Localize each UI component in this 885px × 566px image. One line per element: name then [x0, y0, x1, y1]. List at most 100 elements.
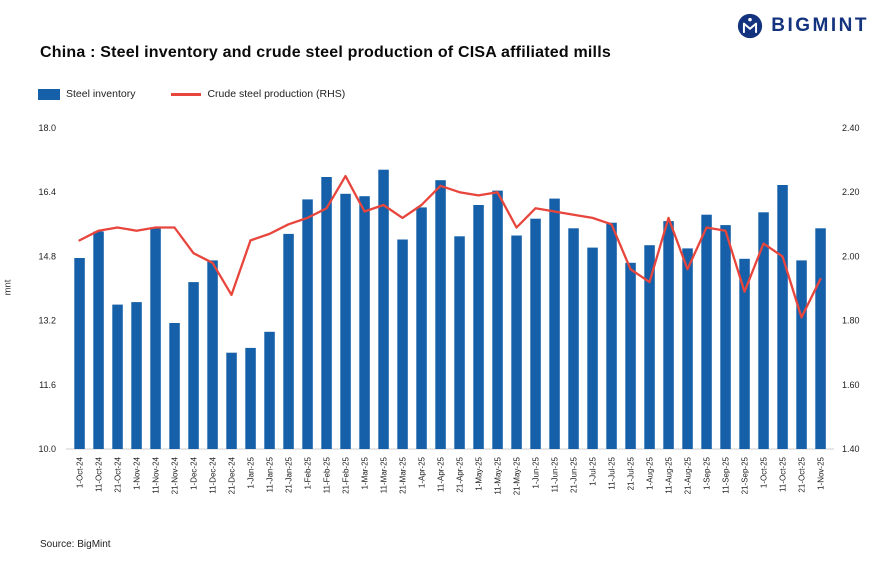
y-axis-right-tick: 2.20 — [842, 187, 860, 197]
steel-inventory-bar — [568, 228, 579, 449]
x-axis-tick: 21-Dec-24 — [228, 456, 237, 494]
steel-inventory-bar — [682, 248, 693, 449]
steel-inventory-bar — [169, 323, 180, 449]
x-axis-tick: 21-Jun-25 — [570, 456, 579, 493]
x-axis-tick: 1-Nov-24 — [133, 456, 142, 489]
x-axis-tick: 11-May-25 — [494, 456, 503, 494]
line-swatch-icon — [171, 92, 202, 96]
steel-inventory-bar — [587, 247, 598, 449]
x-axis-tick: 1-Jul-25 — [589, 456, 598, 485]
steel-inventory-bar — [378, 169, 389, 449]
brand-logo: BIGMINT — [736, 12, 869, 40]
x-axis-tick: 1-Mar-25 — [361, 456, 370, 489]
steel-inventory-bar — [758, 212, 769, 449]
steel-inventory-bar — [302, 199, 313, 449]
y-axis-right-tick: 1.80 — [842, 316, 860, 326]
x-axis-tick: 21-May-25 — [513, 456, 522, 495]
steel-inventory-bar — [359, 196, 370, 449]
x-axis-tick: 21-Aug-25 — [684, 456, 693, 494]
steel-inventory-bar — [701, 214, 712, 449]
x-axis-tick: 1-Jan-25 — [247, 456, 256, 488]
x-axis-tick: 21-Oct-25 — [798, 456, 807, 492]
x-axis-tick: 11-Oct-24 — [95, 456, 104, 492]
steel-inventory-bar — [435, 180, 446, 449]
legend-bar-label: Steel inventory — [66, 88, 136, 100]
steel-inventory-bar — [606, 222, 617, 449]
steel-inventory-bar — [226, 352, 237, 449]
x-axis-tick: 21-Jan-25 — [285, 456, 294, 493]
x-axis-tick: 21-Mar-25 — [399, 456, 408, 493]
steel-inventory-bar — [264, 331, 275, 449]
steel-inventory-bar — [815, 228, 826, 449]
steel-inventory-bar — [530, 218, 541, 449]
y-axis-left-tick: 10.0 — [38, 444, 56, 454]
brand-logo-icon — [738, 13, 763, 39]
y-axis-right-tick: 2.40 — [842, 123, 860, 133]
x-axis-tick: 11-Nov-24 — [152, 456, 161, 493]
chart-canvas: 10.0 11.6 13.2 14.8 16.4 18.0 1.40 1.60 1.80 2.00… — [38, 123, 860, 495]
legend-line-label: Crude steel production (RHS) — [207, 88, 346, 100]
x-axis-tick: 1-Oct-24 — [76, 456, 85, 488]
x-axis-tick: 1-May-25 — [475, 456, 484, 490]
x-axis-tick: 1-Sep-25 — [703, 456, 712, 489]
y-axis-right-tick: 1.60 — [842, 380, 860, 390]
x-axis-tick: 1-Feb-25 — [304, 456, 313, 489]
steel-inventory-bar — [720, 225, 731, 449]
x-axis-tick: 1-Nov-25 — [817, 456, 826, 489]
x-axis-tick: 1-Apr-25 — [418, 456, 427, 488]
steel-inventory-bar — [777, 185, 788, 449]
x-axis-tick: 21-Oct-24 — [114, 456, 123, 492]
x-axis-tick: 21-Jul-25 — [627, 456, 636, 490]
steel-inventory-bar — [112, 304, 123, 449]
y-axis-left-tick: 13.2 — [38, 316, 56, 326]
x-axis-tick: 1-Aug-25 — [646, 456, 655, 489]
steel-inventory-bar — [492, 190, 503, 449]
steel-inventory-bar — [454, 236, 465, 449]
source-note: Source: BigMint — [40, 539, 111, 550]
steel-inventory-bar — [245, 347, 256, 449]
x-axis-tick: 21-Feb-25 — [342, 456, 351, 493]
y-axis-left-tick: 14.8 — [38, 251, 56, 261]
x-axis-tick: 21-Nov-24 — [171, 456, 180, 494]
x-axis-tick: 11-Feb-25 — [323, 456, 332, 493]
steel-inventory-bar — [397, 239, 408, 449]
x-axis-tick: 11-Dec-24 — [209, 456, 218, 493]
steel-inventory-bar — [283, 233, 294, 449]
x-axis-tick: 11-Apr-25 — [437, 456, 446, 492]
x-axis-tick: 11-Jun-25 — [551, 456, 560, 492]
steel-inventory-bar — [473, 205, 484, 449]
x-axis-tick: 11-Sep-25 — [722, 456, 731, 493]
x-axis-tick: 21-Apr-25 — [456, 456, 465, 492]
steel-inventory-bar — [340, 193, 351, 449]
steel-inventory-bar — [625, 262, 636, 449]
x-axis-tick: 21-Sep-25 — [741, 456, 750, 494]
x-axis-tick: 11-Jul-25 — [608, 456, 617, 489]
x-axis-tick: 11-Mar-25 — [380, 456, 389, 493]
bar-swatch-icon — [38, 88, 60, 100]
x-axis-tick: 1-Jun-25 — [532, 456, 541, 488]
crude-production-line — [78, 174, 822, 319]
steel-inventory-bar — [416, 207, 427, 449]
steel-inventory-bar — [739, 258, 750, 449]
brand-logo-text: BIGMINT — [771, 15, 869, 36]
steel-inventory-bar — [796, 260, 807, 449]
steel-inventory-bar — [188, 282, 199, 449]
steel-inventory-bar — [549, 198, 560, 449]
x-axis-tick: 11-Jan-25 — [266, 456, 275, 492]
steel-inventory-bar — [511, 235, 522, 449]
x-axis-tick: 1-Oct-25 — [760, 456, 769, 488]
y-axis-right-tick: 2.00 — [842, 251, 860, 261]
steel-inventory-bar — [663, 221, 674, 449]
y-axis-left-tick: 18.0 — [38, 123, 56, 133]
steel-inventory-bar — [150, 227, 161, 449]
y-axis-left-tick: 11.6 — [39, 380, 56, 390]
legend: Steel inventory Crude steel production (… — [38, 88, 345, 100]
legend-item-crude-production: Crude steel production (RHS) — [171, 88, 345, 100]
legend-item-steel-inventory: Steel inventory — [38, 88, 135, 100]
steel-inventory-bar — [644, 245, 655, 449]
steel-inventory-bar — [74, 258, 85, 449]
y-axis-left-tick: 16.4 — [38, 187, 56, 197]
x-axis-tick: 1-Dec-24 — [190, 456, 199, 489]
y-axis-right-tick: 1.40 — [842, 444, 860, 454]
